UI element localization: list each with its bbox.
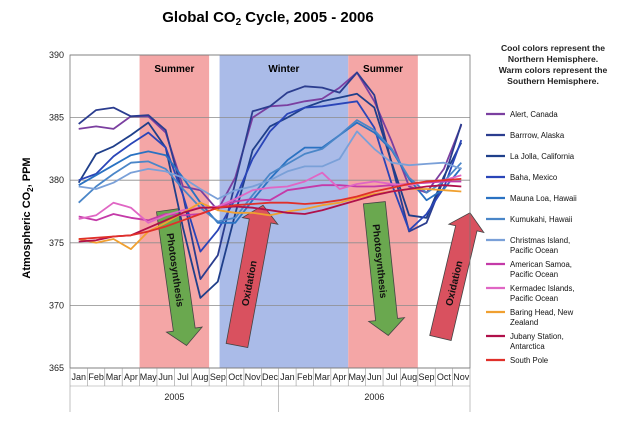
legend-label: Baha, Mexico: [510, 173, 558, 182]
legend-label: Pacific Ocean: [510, 294, 558, 303]
legend-entry: Mauna Loa, Hawaii: [486, 194, 577, 203]
legend-entry: South Pole: [486, 356, 548, 365]
legend-label: La Jolla, California: [510, 152, 575, 161]
y-tick-label: 385: [49, 113, 64, 123]
legend-label: Christmas Island,: [510, 236, 570, 245]
process-arrows: Photosynthesis Oxidation Photosynthesis Oxi…: [156, 201, 485, 348]
x-tick-label: Jan: [71, 372, 86, 382]
legend-entry: Barrrow, Alaska: [486, 131, 565, 140]
process-arrow: Photosynthesis: [362, 201, 406, 336]
x-tick-label: Feb: [297, 372, 313, 382]
x-tick-label: Nov: [453, 372, 470, 382]
legend-entry: La Jolla, California: [486, 152, 575, 161]
x-tick-label: Sep: [210, 372, 226, 382]
legend-label: Baring Head, New: [510, 308, 574, 317]
legend-entry: Alert, Canada: [486, 110, 558, 119]
legend-label: Mauna Loa, Hawaii: [510, 194, 577, 203]
y-tick-label: 365: [49, 363, 64, 373]
y-axis-label: Atmospheric CO2, PPM: [21, 157, 35, 278]
x-tick-label: Jun: [367, 372, 382, 382]
series-line: [78, 178, 462, 240]
x-tick-label: Mar: [106, 372, 122, 382]
series-line: [78, 184, 462, 243]
y-tick-label: 390: [49, 50, 64, 60]
note-line: Cool colors represent the: [501, 43, 605, 53]
x-tick-label: Jun: [158, 372, 173, 382]
legend-entry: Christmas Island,Pacific Ocean: [486, 236, 570, 255]
y-tick-label: 380: [49, 175, 64, 185]
x-tick-label: Mar: [314, 372, 330, 382]
legend-label: Alert, Canada: [510, 110, 558, 119]
x-tick-label: Apr: [333, 372, 347, 382]
x-tick-label: May: [140, 372, 158, 382]
x-tick-label: Jul: [177, 372, 189, 382]
legend-label: Kermadec Islands,: [510, 284, 575, 293]
series-line: [78, 130, 462, 200]
season-band-label: Summer: [363, 64, 403, 75]
legend-label: South Pole: [510, 356, 548, 365]
y-tick-label: 375: [49, 238, 64, 248]
legend-label: Antarctica: [510, 342, 545, 351]
legend-label: Barrrow, Alaska: [510, 131, 565, 140]
note-line: Southern Hemisphere.: [507, 76, 599, 86]
year-label: 2005: [164, 392, 184, 402]
series-line: [78, 119, 462, 223]
note-line: Northern Hemisphere.: [508, 54, 598, 64]
legend-entry: Kumukahi, Hawaii: [486, 215, 573, 224]
x-tick-label: Aug: [192, 372, 208, 382]
legend-label: Jubany Station,: [510, 332, 564, 341]
x-tick-label: May: [348, 372, 366, 382]
x-tick-label: Aug: [401, 372, 417, 382]
arrow-shape: [362, 201, 406, 336]
legend-entry: Baha, Mexico: [486, 173, 558, 182]
chart-title: Global CO2 Cycle, 2005 - 2006: [162, 9, 374, 28]
series-line: [78, 171, 462, 224]
process-arrow: Oxidation: [429, 212, 485, 341]
series-line: [78, 100, 463, 253]
process-arrow: Photosynthesis: [156, 208, 204, 346]
arrow-shape: [156, 208, 204, 346]
plot-frame: [69, 54, 471, 369]
x-tick-label: Sep: [419, 372, 435, 382]
x-tick-label: Jan: [280, 372, 295, 382]
series-line: [77, 92, 463, 299]
legend-entry: Kermadec Islands,Pacific Ocean: [486, 284, 575, 303]
x-tick-label: Jul: [386, 372, 398, 382]
season-band-label: Winter: [268, 64, 299, 75]
y-tick-label: 370: [49, 300, 64, 310]
legend-label: Kumukahi, Hawaii: [510, 215, 573, 224]
x-tick-label: Oct: [437, 372, 452, 382]
x-tick-label: Feb: [88, 372, 104, 382]
legend-label: Zealand: [510, 318, 538, 327]
x-tick-label: Apr: [124, 372, 138, 382]
data-series: [77, 71, 463, 299]
legend: Alert, Canada Barrrow, Alaska La Jolla, Ca…: [486, 110, 577, 365]
legend-label: Pacific Ocean: [510, 270, 558, 279]
legend-label: Pacific Ocean: [510, 246, 558, 255]
season-band-label: Summer: [154, 64, 194, 75]
legend-label: American Samoa,: [510, 260, 572, 269]
x-tick-label: Oct: [228, 372, 243, 382]
legend-entry: American Samoa,Pacific Ocean: [486, 260, 572, 279]
x-tick-label: Dec: [262, 372, 279, 382]
x-tick-label: Nov: [245, 372, 262, 382]
year-label: 2006: [364, 392, 384, 402]
legend-entry: Jubany Station,Antarctica: [486, 332, 564, 351]
note-line: Warm colors represent the: [499, 65, 608, 75]
